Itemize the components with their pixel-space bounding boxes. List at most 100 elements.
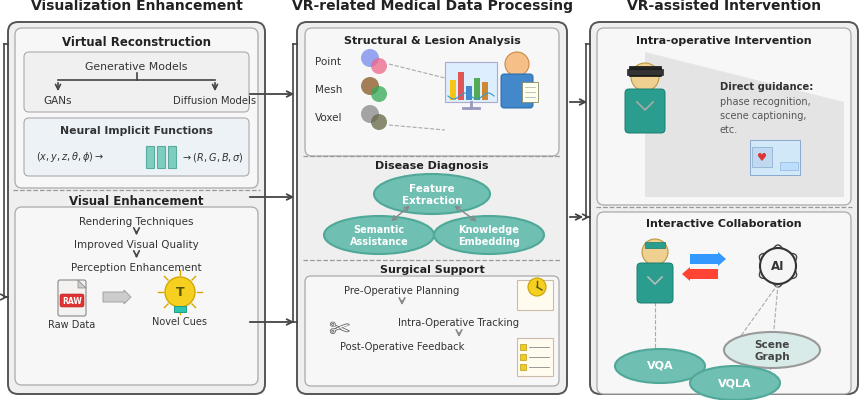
Bar [750, 140, 800, 175]
Text: $(x, y, z, \theta, \phi)\rightarrow$: $(x, y, z, \theta, \phi)\rightarrow$ [36, 150, 104, 164]
Text: Point: Point [315, 57, 341, 67]
FancyBboxPatch shape [501, 74, 533, 108]
Text: Virtual Reconstruction: Virtual Reconstruction [62, 36, 211, 49]
Text: Diffusion Models: Diffusion Models [174, 96, 257, 106]
Text: Semantic: Semantic [354, 225, 405, 235]
Bar [466, 86, 472, 100]
Ellipse shape [324, 216, 434, 254]
Circle shape [371, 114, 387, 130]
FancyBboxPatch shape [24, 52, 249, 112]
Text: Post-Operative Feedback: Post-Operative Feedback [340, 342, 465, 352]
Bar [450, 80, 456, 100]
Text: Extraction: Extraction [401, 196, 462, 206]
Text: Raw Data: Raw Data [48, 320, 96, 330]
FancyBboxPatch shape [58, 280, 86, 316]
Text: Interactive Collaboration: Interactive Collaboration [646, 219, 802, 229]
Text: Voxel: Voxel [315, 113, 343, 123]
Bar [522, 82, 538, 102]
Bar [458, 72, 464, 100]
Text: ✄: ✄ [329, 318, 349, 342]
Circle shape [371, 58, 387, 74]
Bar [627, 69, 663, 75]
Text: Improved Visual Quality: Improved Visual Quality [74, 240, 199, 250]
Text: phase recognition,: phase recognition, [720, 97, 811, 107]
Ellipse shape [434, 216, 544, 254]
Circle shape [505, 52, 529, 76]
Text: VQLA: VQLA [718, 378, 752, 388]
Text: VR-assisted Intervention: VR-assisted Intervention [627, 0, 821, 13]
FancyBboxPatch shape [637, 263, 673, 303]
Text: Graph: Graph [754, 352, 790, 362]
FancyBboxPatch shape [590, 22, 858, 394]
Bar [474, 78, 480, 100]
Bar [517, 280, 553, 310]
Text: Scene: Scene [754, 340, 790, 350]
Text: Neural Implicit Functions: Neural Implicit Functions [60, 126, 213, 136]
Text: Feature: Feature [409, 184, 455, 194]
Text: Intra-operative Intervention: Intra-operative Intervention [636, 36, 812, 46]
Bar [445, 62, 497, 102]
Ellipse shape [724, 332, 820, 368]
Bar [752, 147, 772, 167]
Text: VQA: VQA [647, 361, 673, 371]
FancyBboxPatch shape [60, 294, 84, 307]
FancyArrow shape [103, 290, 131, 304]
Ellipse shape [374, 174, 490, 214]
Text: Generative Models: Generative Models [86, 62, 188, 72]
Text: Visualization Enhancement: Visualization Enhancement [30, 0, 242, 13]
Text: RAW: RAW [62, 296, 82, 306]
FancyBboxPatch shape [597, 212, 851, 394]
Text: AI: AI [772, 260, 785, 272]
Text: $\rightarrow(R, G, B, \sigma)$: $\rightarrow(R, G, B, \sigma)$ [181, 150, 244, 164]
Bar [517, 338, 553, 376]
Circle shape [361, 77, 379, 95]
FancyBboxPatch shape [305, 276, 559, 386]
Bar [174, 306, 186, 312]
Polygon shape [645, 52, 844, 197]
Text: Structural & Lesion Analysis: Structural & Lesion Analysis [343, 36, 521, 46]
Circle shape [361, 49, 379, 67]
FancyBboxPatch shape [305, 28, 559, 156]
FancyBboxPatch shape [15, 28, 258, 188]
Bar [780, 162, 798, 170]
FancyBboxPatch shape [297, 22, 567, 394]
Text: Novel Cues: Novel Cues [152, 317, 208, 327]
Text: Embedding: Embedding [458, 237, 520, 247]
Ellipse shape [615, 349, 705, 383]
Text: Rendering Techniques: Rendering Techniques [80, 217, 194, 227]
Bar [520, 354, 526, 360]
Text: Disease Diagnosis: Disease Diagnosis [375, 161, 489, 171]
Bar [520, 364, 526, 370]
Text: Mesh: Mesh [315, 85, 343, 95]
Bar [168, 146, 176, 168]
Circle shape [371, 86, 387, 102]
Circle shape [361, 105, 379, 123]
Text: GANs: GANs [44, 96, 73, 106]
Bar [146, 146, 154, 168]
Text: Surgical Support: Surgical Support [380, 265, 484, 275]
Circle shape [165, 277, 195, 307]
Text: T: T [176, 286, 184, 300]
Text: ♥: ♥ [757, 153, 767, 163]
Bar [482, 82, 488, 100]
Text: etc.: etc. [720, 125, 738, 135]
Text: Visual Enhancement: Visual Enhancement [69, 195, 204, 208]
FancyBboxPatch shape [625, 89, 665, 133]
Polygon shape [78, 280, 86, 288]
FancyArrow shape [690, 252, 726, 266]
Text: scene captioning,: scene captioning, [720, 111, 806, 121]
Circle shape [642, 239, 668, 265]
FancyArrow shape [682, 267, 718, 281]
FancyBboxPatch shape [15, 207, 258, 385]
Bar [157, 146, 165, 168]
Bar [645, 242, 665, 248]
Ellipse shape [690, 366, 780, 400]
Text: VR-related Medical Data Processing: VR-related Medical Data Processing [292, 0, 573, 13]
FancyBboxPatch shape [597, 28, 851, 205]
Bar [629, 66, 661, 76]
Text: Direct guidance:: Direct guidance: [720, 82, 813, 92]
Text: Intra-Operative Tracking: Intra-Operative Tracking [399, 318, 520, 328]
Circle shape [760, 248, 796, 284]
Text: Pre-Operative Planning: Pre-Operative Planning [344, 286, 459, 296]
Text: Assistance: Assistance [349, 237, 408, 247]
